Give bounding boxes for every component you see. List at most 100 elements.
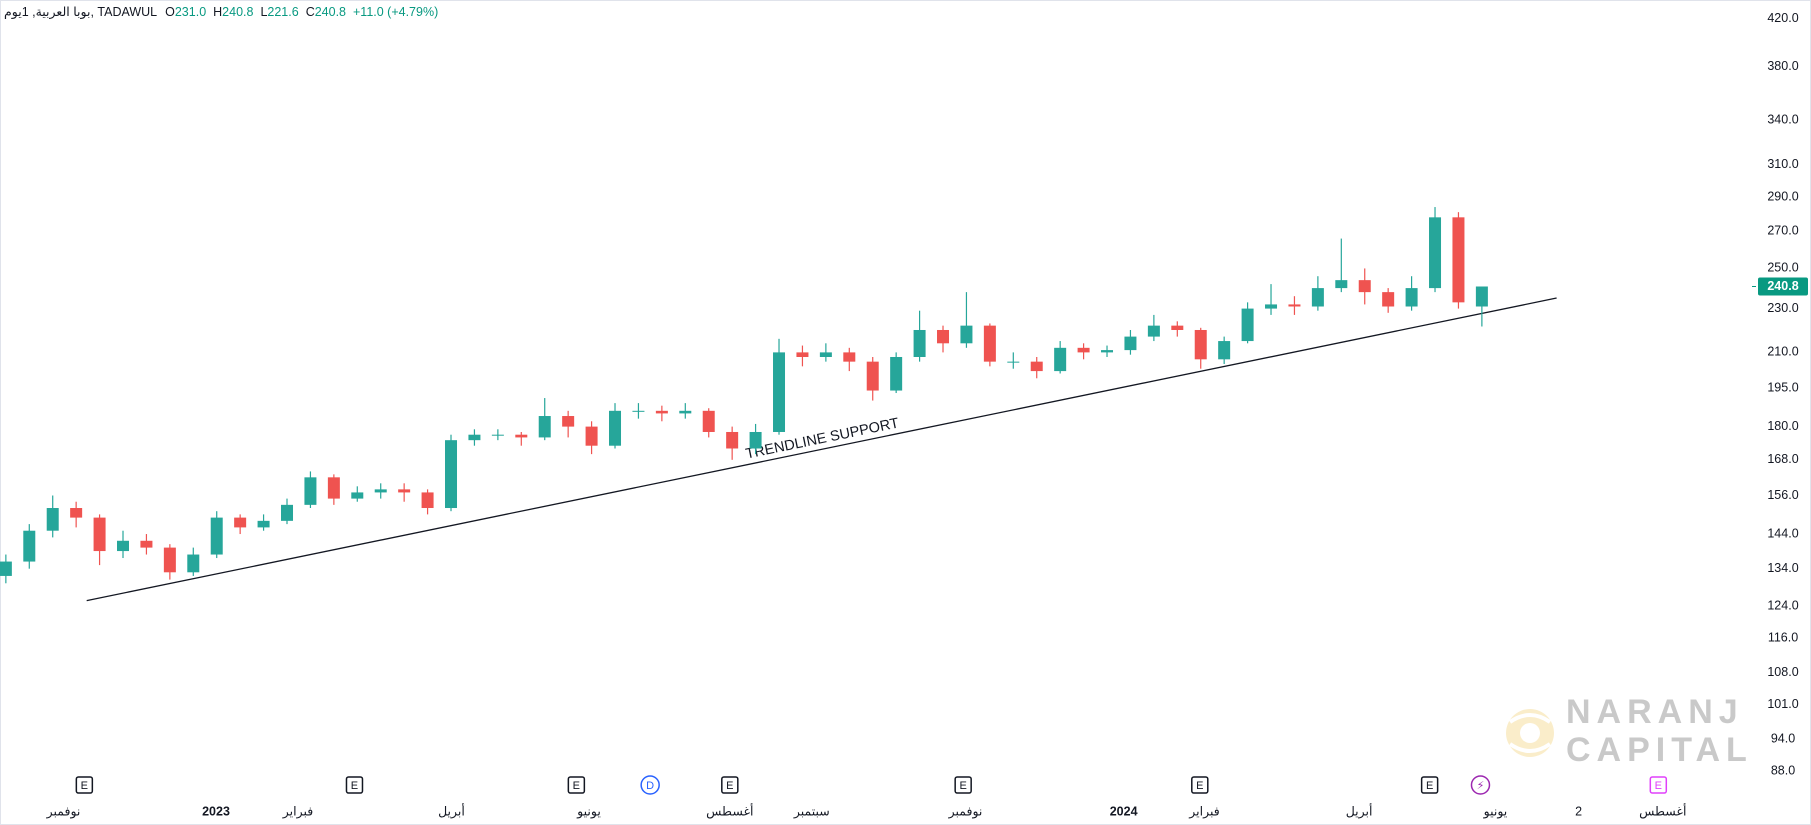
candle-body [187,554,200,573]
y-tick-label: 124.0 [1767,598,1798,612]
y-tick-label: 88.0 [1771,763,1795,777]
event-marker [567,776,586,794]
candle-body [609,410,622,446]
y-tick-label: 290.0 [1767,189,1798,203]
candle-body [937,329,950,344]
event-label: E [573,780,580,792]
event-label: E [1655,780,1662,792]
last-price-label: 240.8 [1767,279,1798,293]
ohlc-key: H [213,5,223,19]
y-tick-label: 108.0 [1767,665,1798,679]
watermark-text: CAPITAL [1566,731,1753,769]
event-marker [1191,776,1209,794]
event-marker [640,775,660,795]
candle-body [1265,304,1278,309]
event-label: E [351,780,358,792]
candle-body [1311,288,1324,307]
candle-body [515,434,528,438]
candle-body [0,561,12,576]
event-marker [345,776,364,794]
event-label: ⚡ [1477,780,1485,792]
candle-body [538,416,551,438]
candle-body [374,489,387,493]
y-tick-label: 230.0 [1767,301,1798,315]
candle-body [398,489,411,493]
candle-body [1405,288,1418,307]
candle-body [304,477,317,505]
candle-body [819,352,832,357]
candle-body [93,517,106,552]
candle-body [351,492,364,499]
ohlc-value: 221.6 [267,5,299,19]
candle-body [562,416,575,427]
candle-body [1077,347,1090,353]
candle-body [632,410,645,412]
symbol-name: بوبا العربية, 1يوم, TADAWUL [4,5,158,19]
candle-body [702,410,715,432]
x-tick-label: أغسطس [1639,802,1686,819]
candle-body [1007,361,1020,363]
candle-body [1382,292,1395,307]
ohlc-value: 231.0 [174,5,207,19]
candle-body [960,325,973,344]
ohlc-value: 240.8 [314,5,346,19]
candle-body [140,540,153,548]
candle-body [1194,329,1207,360]
event-label: D [646,780,654,792]
y-tick-label: 101.0 [1767,697,1798,711]
candle-body [1124,336,1137,351]
x-tick-label: 2 [1575,804,1582,818]
x-tick-label: يونيو [1483,804,1508,819]
event-marker [1420,776,1439,794]
candle-body [234,517,247,528]
candle-body [1241,308,1254,342]
price-change: +11.0 (+4.79%) [353,5,439,19]
candle-body [1171,325,1184,330]
candle-body [163,547,176,573]
candle-body [1147,325,1160,337]
candle-body [1429,217,1442,289]
event-marker [954,776,972,794]
x-tick-label: يونيو [576,804,601,819]
event-label: E [1196,780,1203,792]
y-tick-label: 420.0 [1767,11,1798,25]
candle-body [1358,280,1371,293]
logo-core [1520,723,1540,743]
x-tick-label: أبريل [438,802,465,819]
candle-body [281,504,294,521]
ohlc-key: L [260,5,268,19]
candle-body [445,440,458,509]
ohlc-key: O [165,5,175,19]
y-tick-label: 134.0 [1767,561,1798,575]
trendline [86,297,1557,602]
watermark-text: NARANJ [1566,693,1744,731]
candle-body [1101,350,1114,353]
x-tick-label: أغسطس [706,802,753,819]
candle-body [843,352,856,362]
y-tick-label: 210.0 [1767,345,1798,359]
logo-swirl [1508,713,1552,724]
x-tick-label: سبتمبر [793,804,830,819]
y-tick-label: 180.0 [1767,419,1798,433]
watermark-logo [1506,709,1554,757]
candle-body [70,508,83,518]
x-tick-label: فبراير [1188,804,1220,819]
event-label: E [1426,780,1433,792]
last-price-badge [1758,277,1808,296]
event-label: E [959,780,966,792]
x-tick-label: 2023 [202,804,230,818]
x-tick-label: فبراير [282,804,314,819]
y-tick-label: 380.0 [1767,59,1798,73]
legend: بوبا العربية, 1يوم, TADAWUL O231.0 H 240.8 L… [4,4,445,19]
candle-body [327,477,340,499]
logo-swirl [1508,742,1552,753]
candle-body [421,492,434,509]
candle-body [1475,286,1488,307]
y-tick-label: 168.0 [1767,452,1798,466]
x-tick-label: 2024 [1110,804,1138,818]
candle-body [796,352,809,357]
candle-body [679,410,692,414]
y-tick-label: 340.0 [1767,113,1798,127]
